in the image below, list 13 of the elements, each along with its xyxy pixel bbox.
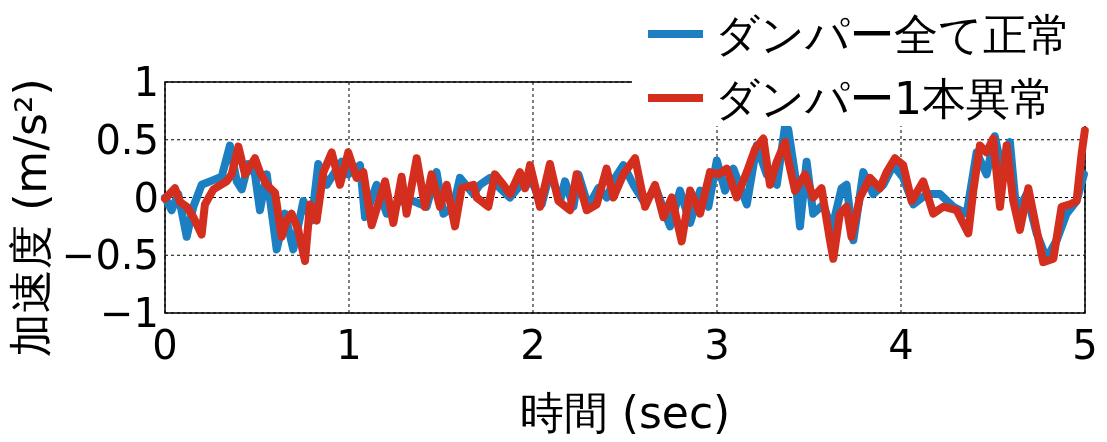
- legend-label: ダンパー1本異常: [715, 73, 1054, 124]
- y-tick-label: −0.5: [61, 232, 159, 279]
- y-tick-label: 1: [133, 59, 159, 105]
- y-axis-title: 加速度 (m/s²): [5, 78, 56, 357]
- x-axis-title: 時間 (sec): [519, 387, 731, 438]
- x-tick-label: 2: [520, 322, 546, 368]
- y-tick-label: 0: [133, 174, 159, 221]
- legend-label: ダンパー全て正常: [715, 9, 1071, 60]
- x-tick-label: 1: [336, 322, 362, 368]
- y-tick-label: 0.5: [95, 116, 159, 163]
- x-tick-label: 3: [704, 322, 730, 368]
- x-tick-label: 4: [888, 322, 914, 368]
- x-tick-label: 5: [1072, 322, 1098, 368]
